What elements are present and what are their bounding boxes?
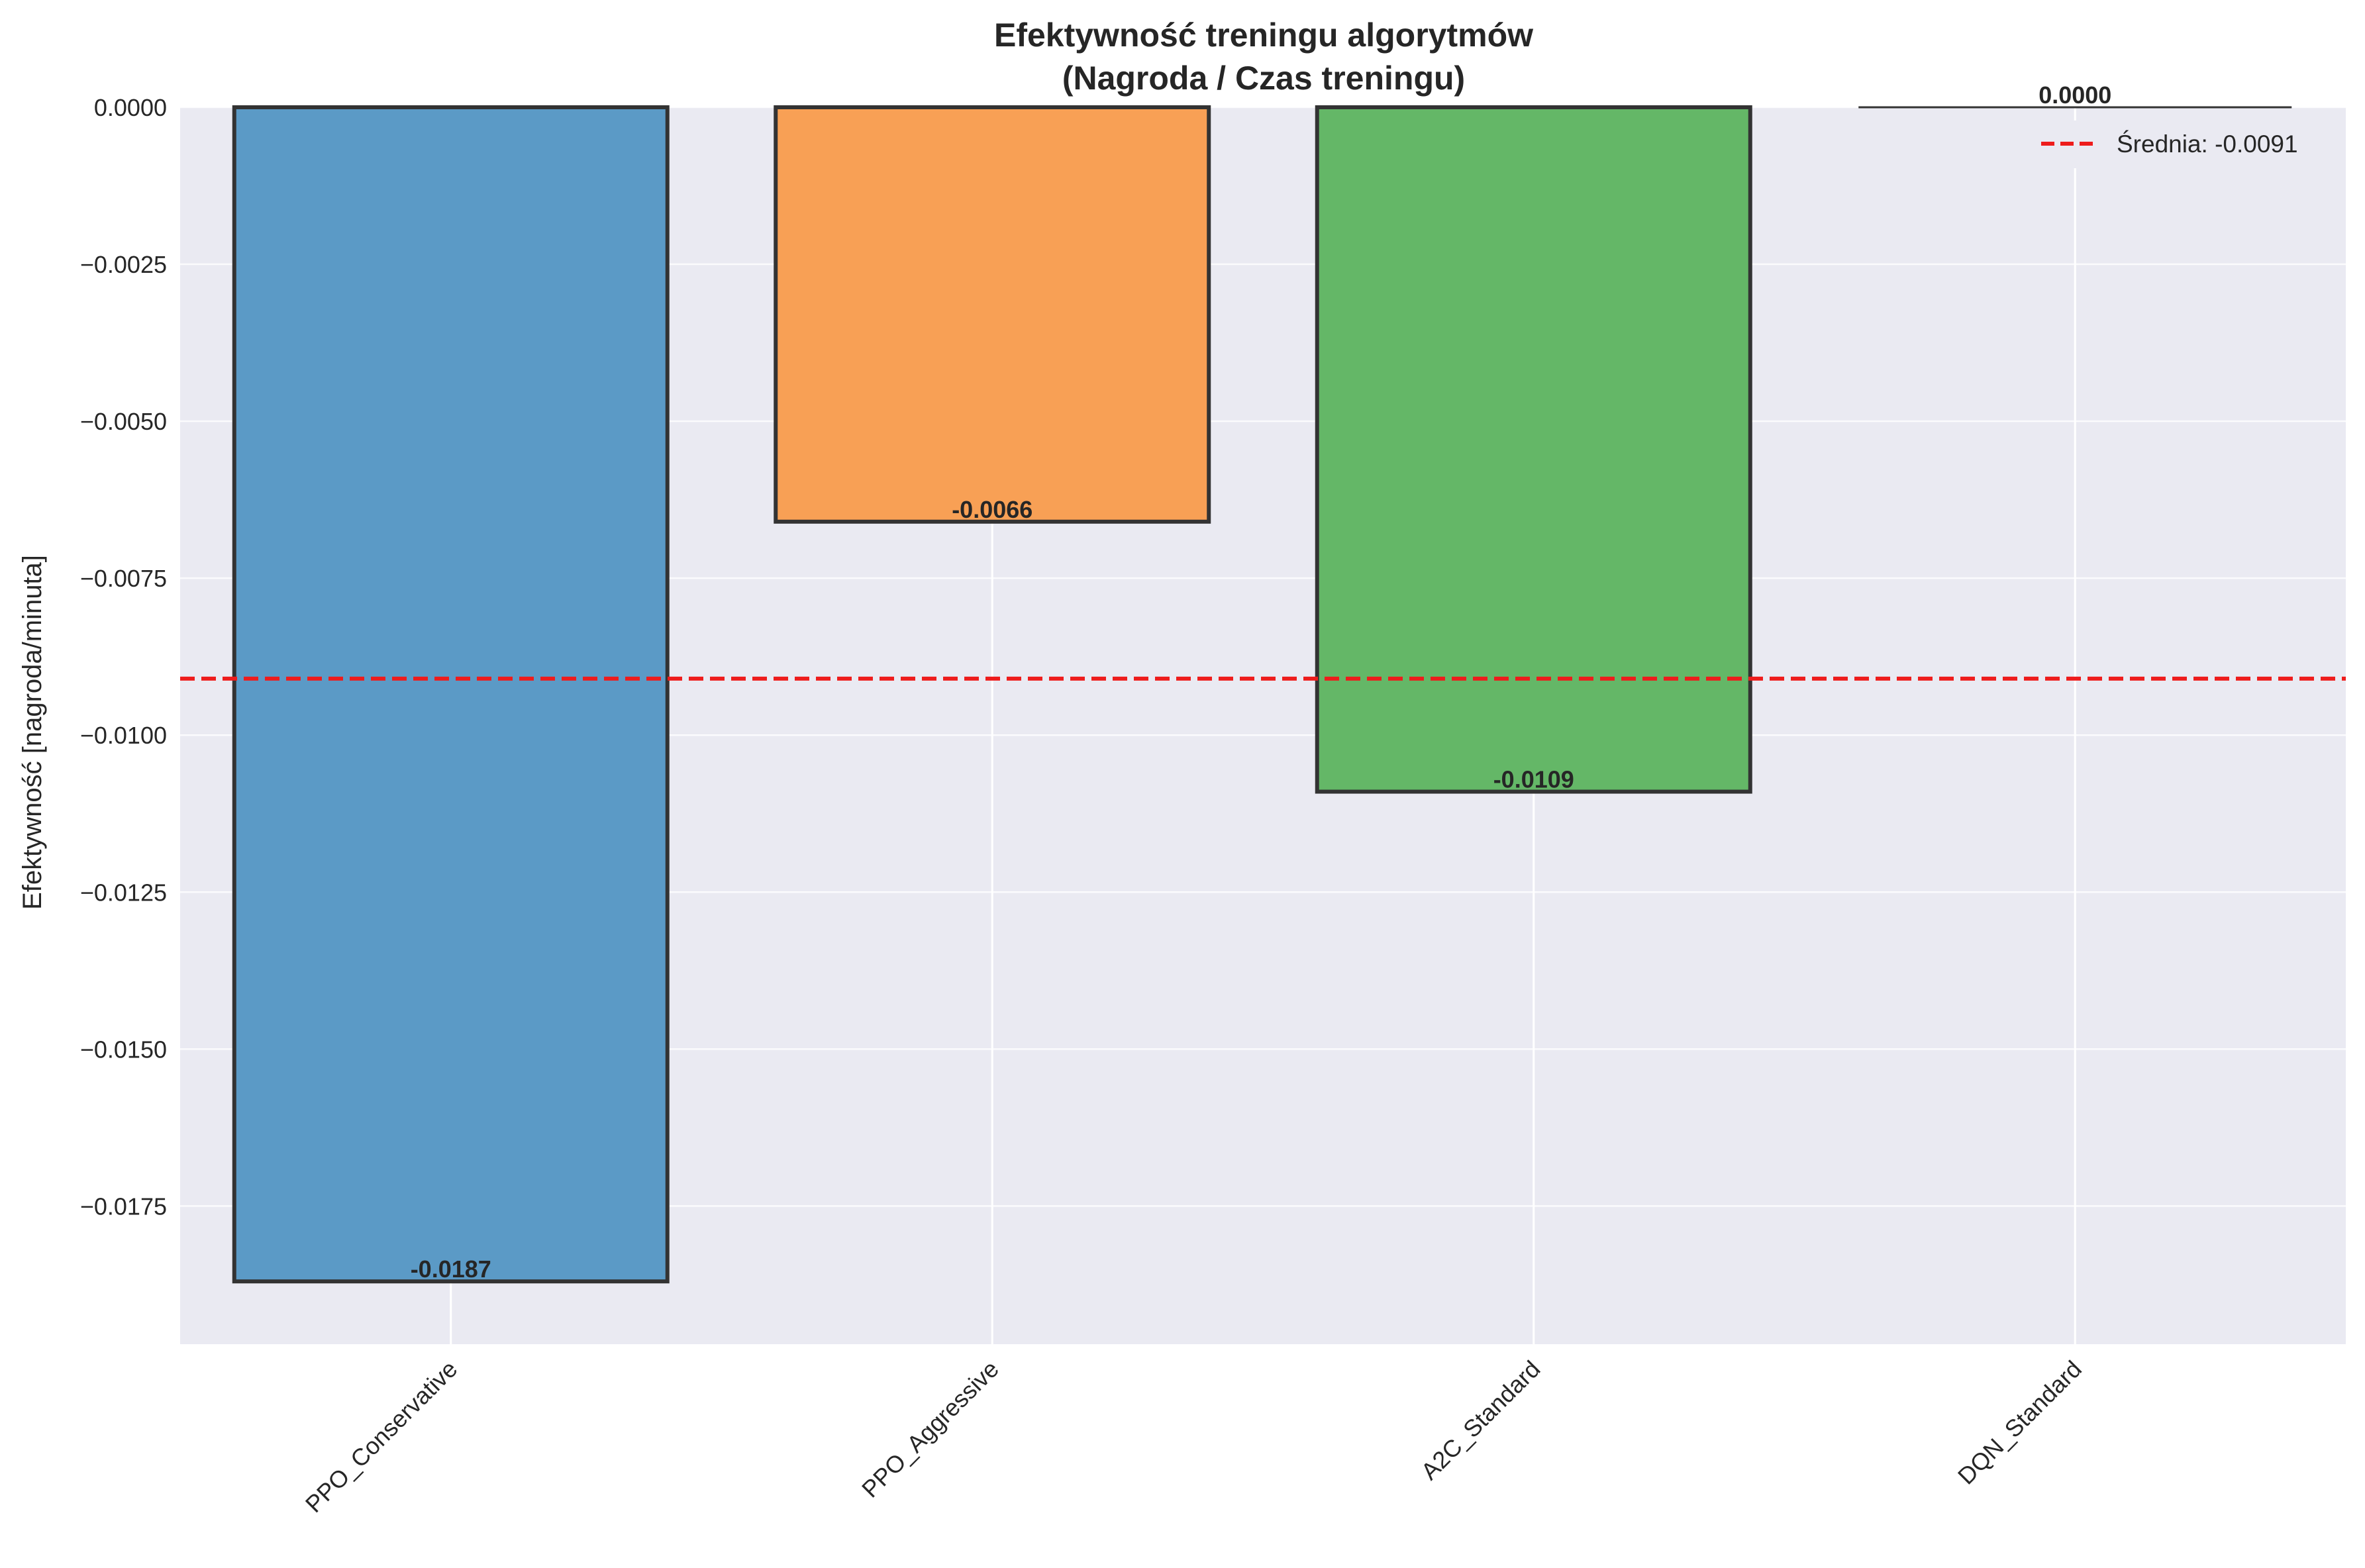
- y-tick-label: 0.0000: [94, 94, 167, 121]
- bar-A2C_Standard: [1315, 105, 1752, 794]
- y-tick-label: −0.0075: [80, 565, 167, 592]
- y-tick-label: −0.0150: [80, 1036, 167, 1063]
- y-tick-label: −0.0125: [80, 879, 167, 906]
- y-axis-label: Efektywność [nagroda/minuta]: [18, 555, 47, 910]
- data-label-DQN_Standard: 0.0000: [2038, 81, 2111, 109]
- chart-title-line-1: Efektywność treningu algorytmów: [994, 17, 1533, 54]
- data-label-A2C_Standard: -0.0109: [1493, 766, 1574, 793]
- y-tick-label: −0.0050: [80, 408, 167, 435]
- legend: Średnia: -0.0091: [2025, 121, 2333, 168]
- legend-box: [2025, 121, 2333, 168]
- legend-mean-label: Średnia: -0.0091: [2117, 130, 2298, 158]
- data-label-PPO_Conservative: -0.0187: [411, 1255, 491, 1283]
- data-label-PPO_Aggressive: -0.0066: [952, 496, 1032, 523]
- data-labels-group: -0.0187 -0.0066 -0.0109 0.0000: [411, 81, 2112, 1283]
- bar-PPO_Aggressive: [774, 105, 1211, 524]
- y-axis-ticks: 0.0000 −0.0025 −0.0050 −0.0075 −0.0100 −0.012…: [80, 94, 167, 1220]
- y-tick-label: −0.0175: [80, 1193, 167, 1220]
- y-tick-label: −0.0025: [80, 251, 167, 278]
- y-tick-label: −0.0100: [80, 722, 167, 749]
- bar-PPO_Conservative: [232, 105, 670, 1284]
- chart-title-line-2: (Nagroda / Czas treningu): [1062, 60, 1465, 97]
